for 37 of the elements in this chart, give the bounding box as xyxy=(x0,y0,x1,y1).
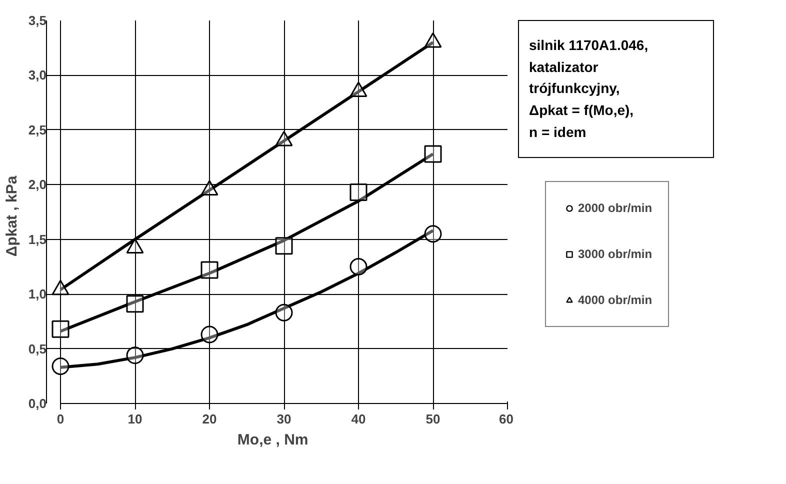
point xyxy=(275,304,293,322)
point xyxy=(424,32,442,48)
legend-label: 2000 obr/min xyxy=(578,201,652,216)
y-tick-label: 0,0 xyxy=(28,396,47,411)
point xyxy=(424,225,442,243)
x-tick-label: 30 xyxy=(276,412,292,426)
point xyxy=(200,326,218,344)
x-tick-label: 60 xyxy=(499,412,514,426)
x-tick-label: 50 xyxy=(426,412,440,426)
y-tick-label: 3,5 xyxy=(28,13,47,28)
point xyxy=(200,261,218,279)
y-tick-label: 1,0 xyxy=(28,286,47,302)
x-axis-title: Mo,e , Nm xyxy=(237,432,308,448)
point xyxy=(424,145,442,163)
point xyxy=(200,180,218,196)
point xyxy=(126,295,144,313)
legend-label: 3000 obr/min xyxy=(578,247,652,262)
point xyxy=(275,130,293,146)
point xyxy=(350,82,368,97)
y-tick-label: 1,5 xyxy=(28,232,47,247)
y-tick-label: 2,5 xyxy=(28,122,47,138)
text: silnik 1170A1.046, katalizator trójfunkcyjny, Δpkat = f(Mo,e), n = idem xyxy=(529,36,648,142)
y-tick-label: 2,0 xyxy=(28,177,47,192)
x-tick-label: 20 xyxy=(202,412,217,426)
x-tick-label: 40 xyxy=(351,412,366,426)
point xyxy=(52,320,70,338)
point xyxy=(52,358,70,376)
x-tick-label: 10 xyxy=(128,412,142,426)
point xyxy=(350,184,368,202)
y-axis-title: Δpkat , kPa xyxy=(3,175,20,257)
x-tick-label: 0 xyxy=(56,412,64,426)
y-tick-label: 3,0 xyxy=(28,68,47,83)
y-tick-label: 0,5 xyxy=(28,341,47,356)
point xyxy=(126,346,144,364)
point xyxy=(275,237,293,255)
point xyxy=(350,258,368,276)
legend-label: 4000 obr/min xyxy=(578,293,652,308)
